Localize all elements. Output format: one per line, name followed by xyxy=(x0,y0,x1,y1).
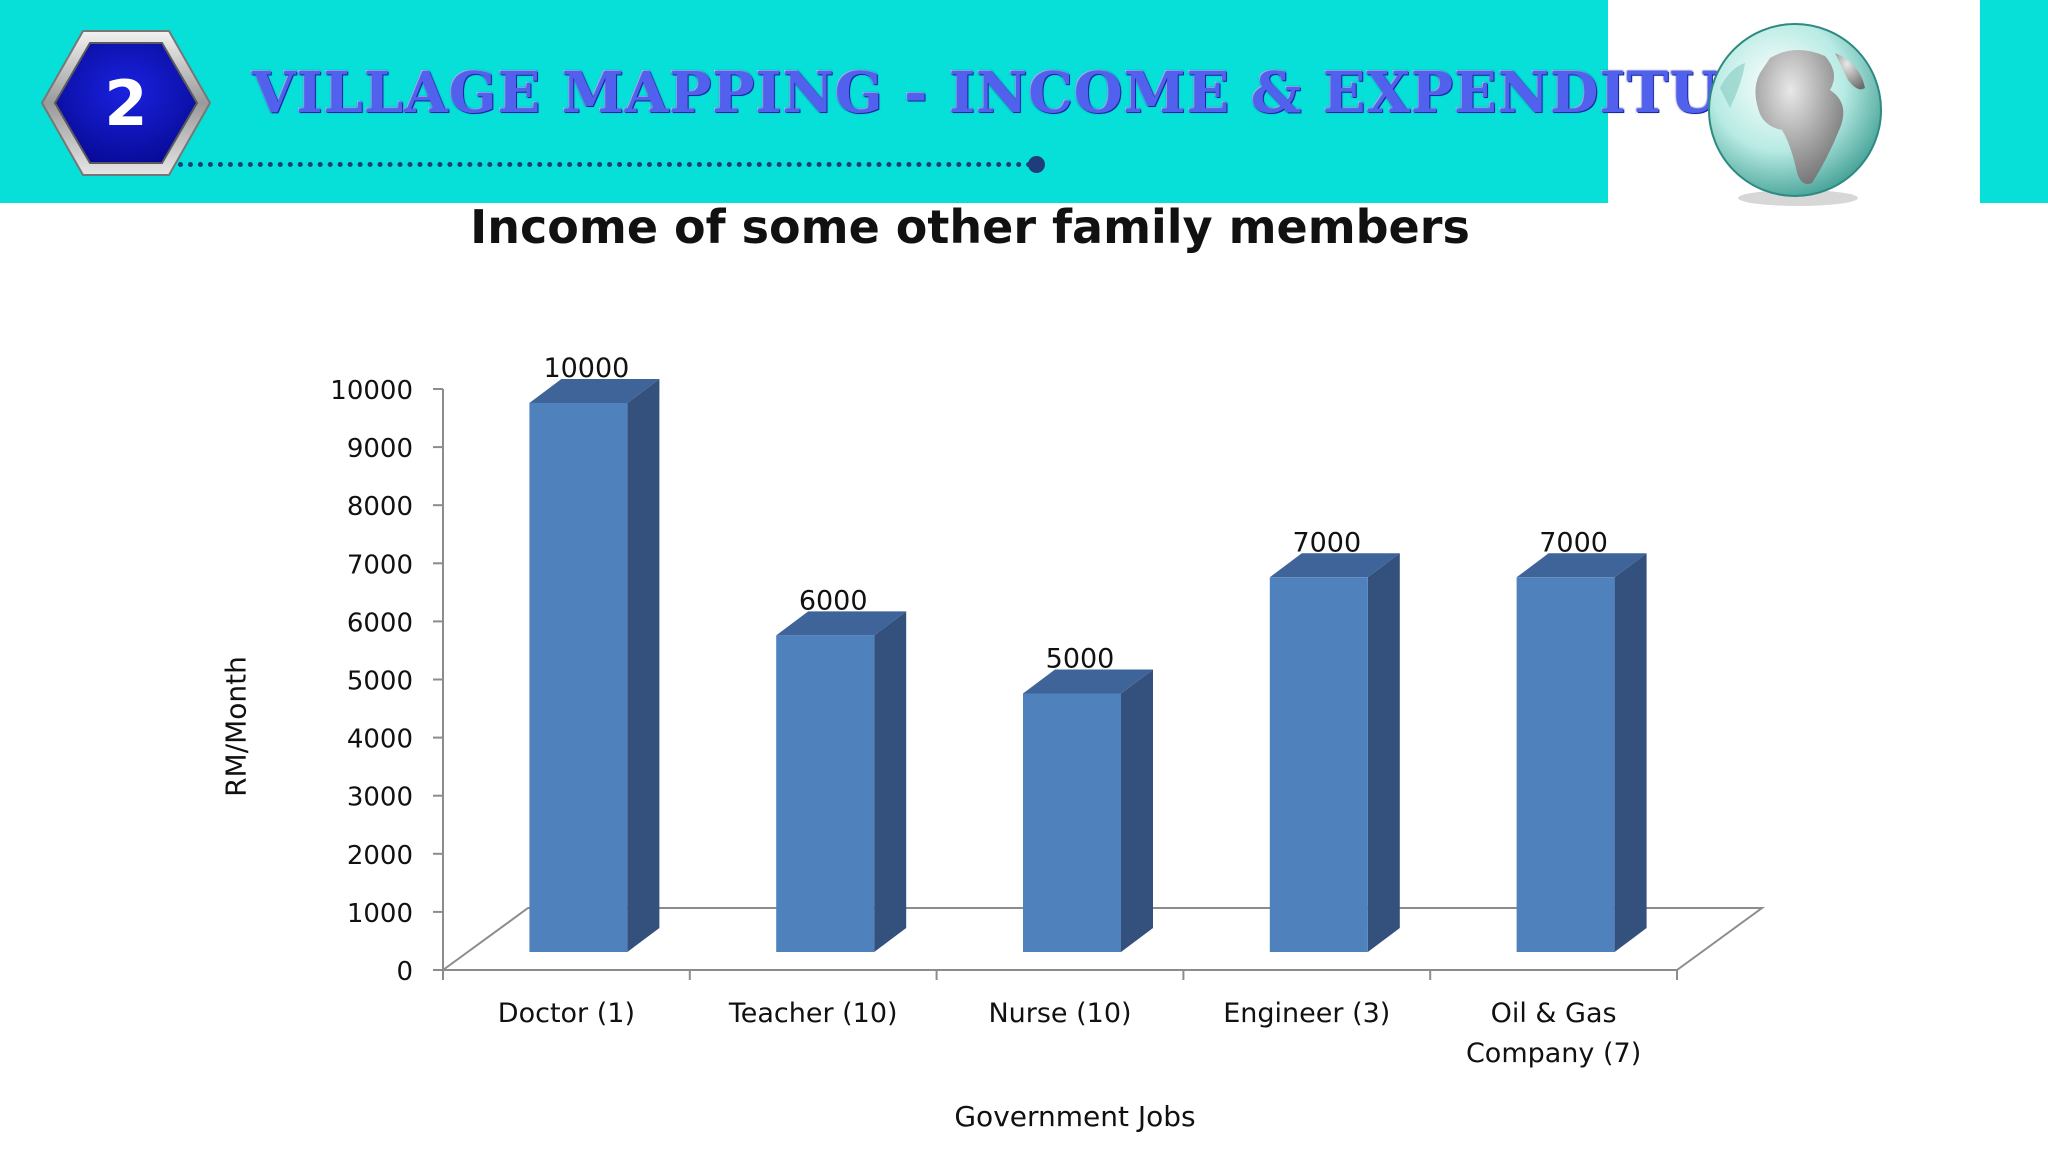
y-tick-label: 2000 xyxy=(347,841,413,871)
title-underline-dot xyxy=(1028,156,1045,173)
bar-top xyxy=(776,611,907,636)
y-tick-label: 8000 xyxy=(347,492,413,522)
bar-top xyxy=(529,379,660,403)
data-label: 10000 xyxy=(543,353,629,384)
x-tick-label: Engineer (3) xyxy=(1223,998,1390,1029)
header-band xyxy=(0,0,1608,203)
bar xyxy=(776,611,907,952)
x-axis-label: Government Jobs xyxy=(954,1100,1196,1133)
bar-top xyxy=(1516,553,1647,578)
globe-icon xyxy=(1708,23,1882,206)
bar-top xyxy=(1023,669,1153,694)
bar-front xyxy=(1023,693,1121,952)
badge-number: 2 xyxy=(104,66,148,140)
bar-front xyxy=(1516,577,1615,952)
bar xyxy=(529,379,660,952)
x-tick-label: Nurse (10) xyxy=(988,998,1131,1029)
chart-axes xyxy=(433,388,1678,980)
chart-floor-outline xyxy=(442,907,1766,971)
bar-front xyxy=(529,403,628,952)
header-band-right xyxy=(1980,0,2048,203)
x-tick-label: Company (7) xyxy=(1466,1038,1641,1069)
page-title: VILLAGE MAPPING - INCOME & EXPENDITURE xyxy=(252,60,1811,126)
y-tick-label: 6000 xyxy=(347,608,413,638)
chart-title: Income of some other family members xyxy=(470,200,1470,254)
bar xyxy=(1516,553,1647,952)
bar-side xyxy=(1367,553,1400,952)
data-label: 5000 xyxy=(1046,644,1115,675)
y-tick-label: 0 xyxy=(396,957,413,987)
x-tick-label: Oil & Gas xyxy=(1491,998,1617,1029)
bar-side xyxy=(1121,669,1153,952)
y-tick-label: 3000 xyxy=(347,783,413,813)
y-tick-label: 10000 xyxy=(330,376,413,406)
bar xyxy=(1269,553,1400,952)
hexagon-badge-icon xyxy=(40,30,212,176)
data-label: 7000 xyxy=(1539,527,1608,558)
title-underline xyxy=(178,162,1032,167)
y-tick-label: 4000 xyxy=(347,725,413,755)
chart-floor xyxy=(442,907,1766,971)
bar-front xyxy=(1269,577,1368,952)
bar xyxy=(1023,669,1153,952)
y-tick-label: 7000 xyxy=(347,550,413,580)
data-label: 6000 xyxy=(799,585,868,616)
x-tick-label: Teacher (10) xyxy=(728,998,898,1029)
bar-top xyxy=(1269,553,1400,578)
chart-labels: 0 1000 2000 3000 4000 5000 6000 7000 8000 9000 100… xyxy=(330,353,1641,1069)
bar-side xyxy=(874,611,907,952)
y-tick-label: 1000 xyxy=(347,899,413,929)
y-tick-label: 5000 xyxy=(347,667,413,697)
bar-front xyxy=(776,635,875,952)
bar-side xyxy=(627,379,660,952)
chart-bars xyxy=(529,379,1647,952)
y-tick-label: 9000 xyxy=(347,434,413,464)
bar-side xyxy=(1614,553,1647,952)
x-tick-label: Doctor (1) xyxy=(498,998,635,1029)
data-label: 7000 xyxy=(1292,527,1361,558)
